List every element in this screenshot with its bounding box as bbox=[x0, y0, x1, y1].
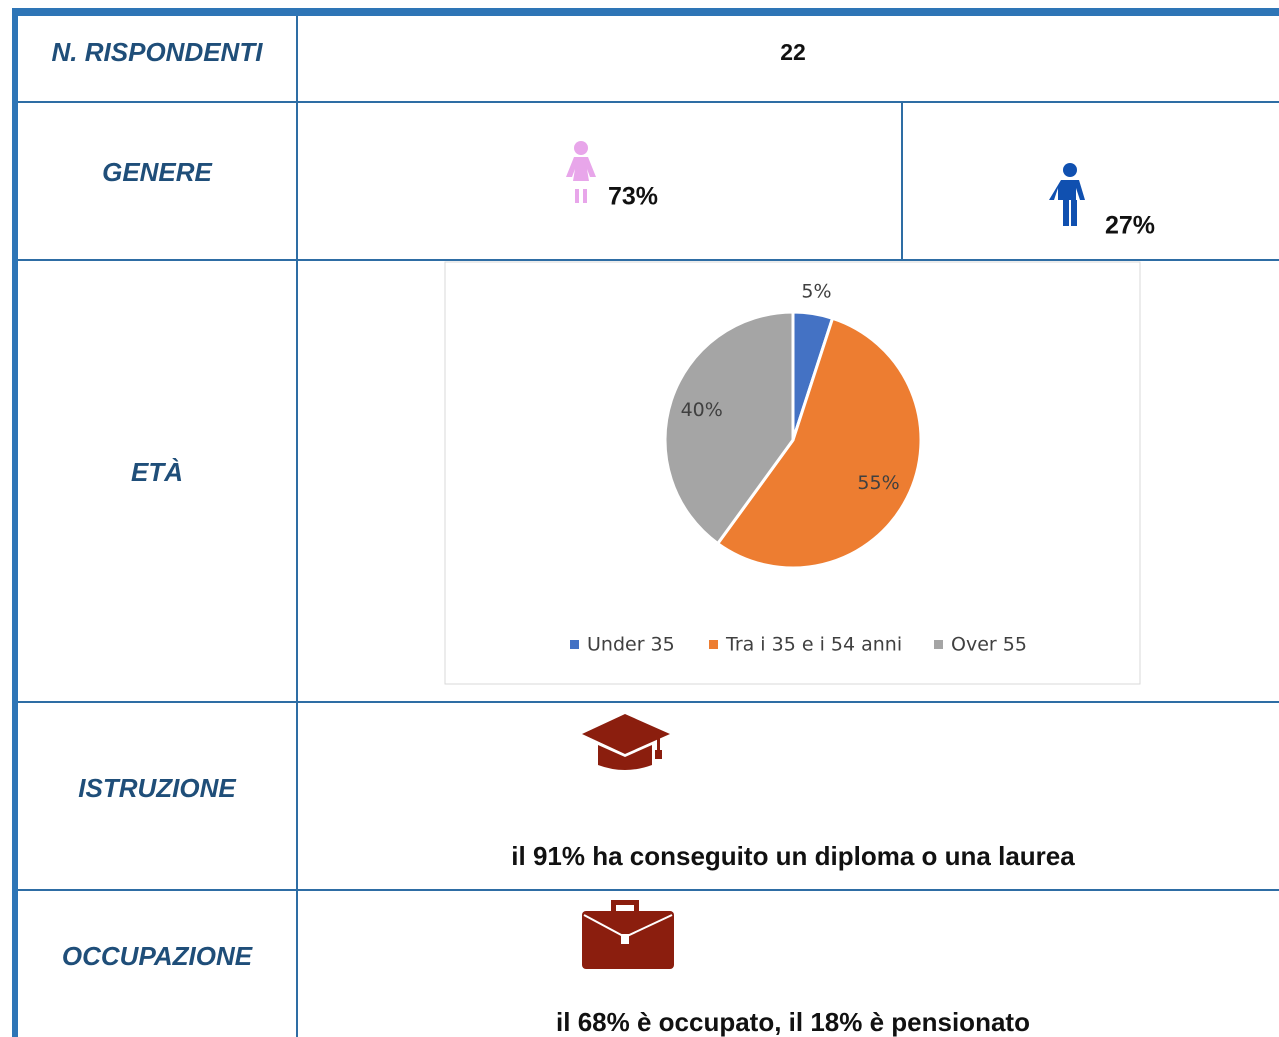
briefcase-icon bbox=[582, 900, 674, 969]
legend-swatch bbox=[570, 640, 579, 649]
row-label: GENERE bbox=[102, 157, 212, 187]
pie-chart: 5% 55% 40% Under 35 Tra i 35 e i 54 anni Over… bbox=[570, 280, 1027, 656]
slice-label: 55% bbox=[857, 472, 899, 494]
male-percent: 27% bbox=[1105, 212, 1155, 240]
education-text: il 91% ha conseguito un diploma o una la… bbox=[511, 841, 1075, 871]
graduation-icon bbox=[582, 714, 670, 770]
top-border bbox=[12, 8, 1279, 16]
pie-slice bbox=[715, 316, 923, 570]
male-icon bbox=[1049, 163, 1085, 226]
occupation-text: il 68% è occupato, il 18% è pensionato bbox=[556, 1007, 1030, 1037]
row-label: ISTRUZIONE bbox=[78, 773, 236, 803]
female-icon bbox=[566, 141, 596, 203]
row-label: OCCUPAZIONE bbox=[62, 941, 253, 971]
slice-label: 40% bbox=[681, 399, 723, 421]
pie-slice bbox=[663, 310, 795, 546]
legend-label: Under 35 bbox=[587, 634, 675, 656]
slice-label: 5% bbox=[801, 280, 831, 302]
legend-label: Over 55 bbox=[951, 634, 1027, 656]
legend-swatch bbox=[709, 640, 718, 649]
row-label: ETÀ bbox=[131, 457, 183, 487]
respondents-value: 22 bbox=[780, 39, 806, 65]
left-border bbox=[12, 8, 18, 1037]
female-percent: 73% bbox=[608, 183, 658, 211]
legend-label: Tra i 35 e i 54 anni bbox=[725, 634, 902, 656]
row-label: N. RISPONDENTI bbox=[52, 37, 264, 67]
legend-swatch bbox=[934, 640, 943, 649]
